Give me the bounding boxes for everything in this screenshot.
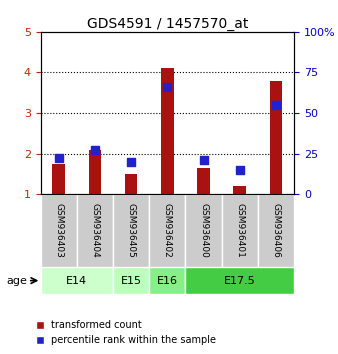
Point xyxy=(273,102,279,108)
Bar xyxy=(113,267,149,294)
Bar xyxy=(125,174,138,194)
Bar xyxy=(234,186,246,194)
Bar xyxy=(186,194,222,267)
Text: age: age xyxy=(6,276,27,286)
Bar xyxy=(52,164,65,194)
Bar xyxy=(89,150,101,194)
Text: GSM936402: GSM936402 xyxy=(163,204,172,258)
Point xyxy=(165,84,170,90)
Bar xyxy=(161,68,174,194)
Bar xyxy=(113,194,149,267)
Bar xyxy=(258,194,294,267)
Text: E15: E15 xyxy=(121,276,142,286)
Bar xyxy=(197,168,210,194)
Point xyxy=(56,155,62,161)
Point xyxy=(201,157,206,162)
Point xyxy=(237,167,242,173)
Text: E14: E14 xyxy=(66,276,87,286)
Title: GDS4591 / 1457570_at: GDS4591 / 1457570_at xyxy=(87,17,248,31)
Text: E16: E16 xyxy=(157,276,178,286)
Text: E17.5: E17.5 xyxy=(224,276,256,286)
Bar xyxy=(149,194,186,267)
Bar xyxy=(77,194,113,267)
Bar xyxy=(186,267,294,294)
Legend: transformed count, percentile rank within the sample: transformed count, percentile rank withi… xyxy=(32,316,220,349)
Bar xyxy=(149,267,186,294)
Point xyxy=(128,159,134,165)
Point xyxy=(92,147,98,153)
Text: GSM936400: GSM936400 xyxy=(199,204,208,258)
Text: GSM936406: GSM936406 xyxy=(271,204,281,258)
Text: GSM936405: GSM936405 xyxy=(127,204,136,258)
Bar xyxy=(270,81,282,194)
Text: GSM936403: GSM936403 xyxy=(54,204,63,258)
Text: GSM936401: GSM936401 xyxy=(235,204,244,258)
Bar xyxy=(222,194,258,267)
Bar xyxy=(41,194,77,267)
Text: GSM936404: GSM936404 xyxy=(90,204,99,258)
Bar xyxy=(41,267,113,294)
